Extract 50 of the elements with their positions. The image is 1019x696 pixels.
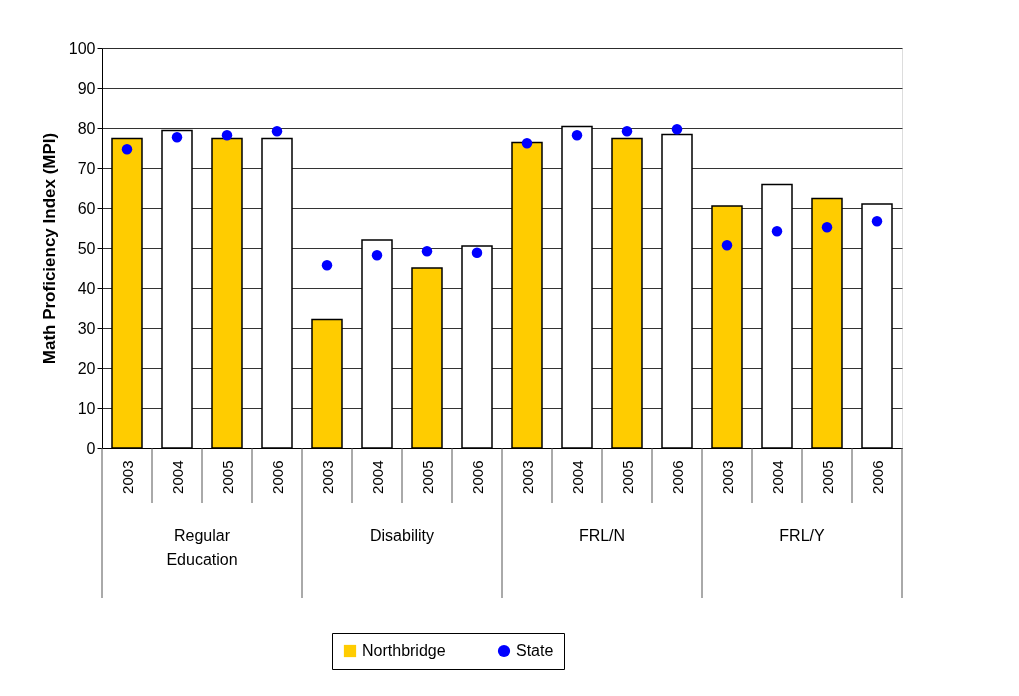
point <box>471 247 483 259</box>
point <box>621 125 633 137</box>
point <box>521 137 533 149</box>
text: Disability <box>369 527 435 544</box>
point <box>571 129 583 141</box>
legend-label: Northbridge <box>362 642 446 659</box>
y-tick-label: 100 <box>68 39 96 57</box>
point <box>171 131 183 143</box>
x-tick-label: 2003 <box>318 460 336 494</box>
x-tick-label: 2005 <box>818 460 836 494</box>
y-tick-label: 80 <box>77 119 96 137</box>
y-tick-label: 70 <box>77 159 96 177</box>
point <box>221 129 233 141</box>
x-tick-label: 2003 <box>118 460 136 494</box>
y-tick-label: 0 <box>86 439 96 457</box>
text: FRL/Y <box>779 527 825 544</box>
point <box>871 215 883 227</box>
point <box>771 225 783 237</box>
point <box>121 143 133 155</box>
x-tick-label: 2003 <box>518 460 536 494</box>
y-tick-label: 30 <box>77 319 96 337</box>
x-tick-label: 2006 <box>668 460 686 494</box>
y-tick-label: 90 <box>77 79 96 97</box>
x-tick-label: 2006 <box>468 460 486 494</box>
x-tick-label: 2003 <box>718 460 736 494</box>
legend-label: State <box>516 642 554 659</box>
point <box>321 259 333 271</box>
point <box>821 221 833 233</box>
point <box>371 249 383 261</box>
point <box>421 245 433 257</box>
x-tick-label: 2004 <box>768 460 786 494</box>
point <box>721 239 733 251</box>
x-tick-label: 2005 <box>218 460 236 494</box>
x-tick-label: 2005 <box>418 460 436 494</box>
text: FRL/N <box>578 527 626 544</box>
x-tick-label: 2006 <box>868 460 886 494</box>
y-tick-label: 50 <box>77 239 96 257</box>
x-tick-label: 2006 <box>268 460 286 494</box>
y-tick-label: 20 <box>77 359 96 377</box>
point <box>271 125 283 137</box>
y-tick-label: 10 <box>77 399 96 417</box>
y-tick-label: 60 <box>77 199 96 217</box>
point <box>671 123 683 135</box>
x-tick-label: 2004 <box>168 460 186 494</box>
y-tick-label: 40 <box>77 279 96 297</box>
x-tick-label: 2005 <box>618 460 636 494</box>
x-tick-label: 2004 <box>568 460 586 494</box>
x-tick-label: 2004 <box>368 460 386 494</box>
y-axis-title: Math Proficiency Index (MPI) <box>39 132 59 365</box>
text: Regular Education <box>166 527 238 568</box>
